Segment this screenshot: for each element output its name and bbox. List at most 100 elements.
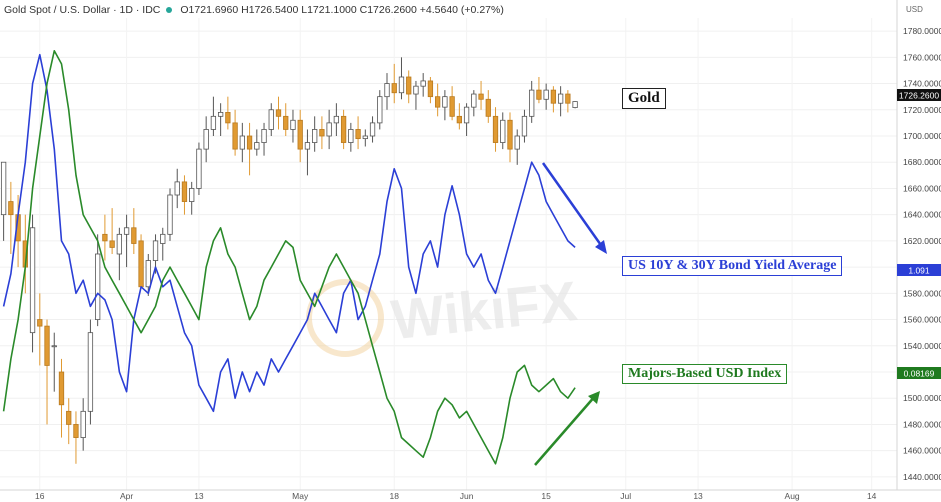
y-tick-label: 1700.0000 xyxy=(903,131,941,141)
yield-series-line xyxy=(2,53,576,413)
candle-body xyxy=(550,89,557,104)
usd-label: Majors-Based USD Index xyxy=(622,364,788,384)
candle-body xyxy=(87,332,94,412)
candle-body xyxy=(174,181,180,196)
candle-body xyxy=(297,119,303,150)
candle-body xyxy=(181,181,188,202)
price-axis-bg xyxy=(897,0,941,502)
candle-body xyxy=(427,80,434,98)
candle-body xyxy=(131,227,137,244)
candle-body xyxy=(58,371,65,406)
candle-body xyxy=(73,424,79,438)
candle-body xyxy=(326,122,332,137)
candle-body xyxy=(275,109,282,117)
x-tick-label: Jun xyxy=(460,491,474,501)
x-tick-label: 16 xyxy=(35,491,45,501)
usd-price-tag-text: 0.08169 xyxy=(904,369,935,379)
candle-body xyxy=(160,233,166,244)
candle-body xyxy=(254,142,260,150)
yield-line xyxy=(2,53,576,413)
usd-series-line xyxy=(2,49,576,465)
candle-body xyxy=(442,96,448,108)
y-tick-label: 1580.0000 xyxy=(903,288,941,298)
x-tick-label: Jul xyxy=(620,491,631,501)
candle-body xyxy=(565,93,571,104)
axis-currency: USD xyxy=(906,5,923,14)
time-axis[interactable]: 16 Apr 13 May 18 Jun 15 Jul 13 Aug 14 xyxy=(0,489,941,501)
x-tick-label: 18 xyxy=(390,491,400,501)
candle-body xyxy=(485,98,491,117)
candle-body xyxy=(225,112,231,124)
candle-body xyxy=(406,76,412,95)
candle-body xyxy=(116,233,123,255)
y-tick-label: 1680.0000 xyxy=(903,157,941,167)
yield-label: US 10Y & 30Y Bond Yield Average xyxy=(622,256,843,276)
candle-body xyxy=(463,106,470,124)
candle-body xyxy=(203,129,209,150)
y-tick-label: 1560.0000 xyxy=(903,315,941,325)
symbol-title: Gold Spot / U.S. Dollar · 1D · IDC xyxy=(4,4,161,16)
chart-header: Gold Spot / U.S. Dollar · 1D · IDC O1721.… xyxy=(4,4,504,16)
candle-body xyxy=(29,227,36,334)
candle-body xyxy=(66,410,72,425)
x-tick-label: Apr xyxy=(120,491,133,501)
candle-body xyxy=(109,240,115,248)
candle-body xyxy=(348,129,354,143)
x-tick-label: 13 xyxy=(693,491,703,501)
usd-line xyxy=(2,49,576,465)
y-tick-label: 1660.0000 xyxy=(903,183,941,193)
candle-body xyxy=(471,93,477,108)
market-status-dot xyxy=(166,6,173,13)
y-tick-label: 1640.0000 xyxy=(903,210,941,220)
candle-body xyxy=(572,101,578,108)
candle-body xyxy=(80,410,86,438)
usd-price-tag xyxy=(897,367,941,379)
yield-trend-arrow xyxy=(541,162,605,249)
candle-body xyxy=(369,122,376,137)
candle-body xyxy=(319,129,325,137)
grid xyxy=(0,18,897,490)
candle-body xyxy=(44,325,50,366)
y-tick-label: 1440.0000 xyxy=(903,472,941,482)
gold-label: Gold xyxy=(622,88,666,109)
candle-body xyxy=(398,76,405,94)
candle-body xyxy=(283,115,289,130)
y-tick-label: 1720.0000 xyxy=(903,105,941,115)
ohlc-readout: O1721.6960 H1726.5400 L1721.1000 C1726.2… xyxy=(180,4,504,16)
candle-body xyxy=(261,129,267,143)
y-tick-label: 1740.0000 xyxy=(903,79,941,89)
candle-body xyxy=(123,227,130,235)
candle-body xyxy=(391,83,397,94)
candle-body xyxy=(239,135,245,150)
candle-body xyxy=(145,260,151,288)
candle-body xyxy=(312,129,318,143)
candle-body xyxy=(304,142,311,150)
y-tick-label: 1500.0000 xyxy=(903,393,941,403)
y-tick-label: 1480.0000 xyxy=(903,419,941,429)
candle-body xyxy=(138,240,144,288)
candle-body xyxy=(217,112,224,117)
gold-candles xyxy=(0,57,578,464)
candle-body xyxy=(246,135,253,150)
candle-body xyxy=(355,129,361,140)
x-tick-label: 14 xyxy=(867,491,877,501)
gold-price-tag xyxy=(897,89,941,101)
candle-body xyxy=(152,240,159,261)
candle-body xyxy=(37,319,43,327)
y-tick-label: 1780.0000 xyxy=(903,26,941,36)
price-axis[interactable]: USD 1440.0000 1460.0000 1480.0000 1500.0000 1… xyxy=(896,0,941,502)
usd-trend-arrow xyxy=(534,394,597,466)
usd-arrow-head xyxy=(588,391,600,404)
y-tick-label: 1540.0000 xyxy=(903,341,941,351)
candle-body xyxy=(167,194,173,235)
candle-body xyxy=(529,89,535,117)
gold-price-tag-text: 1726.2600 xyxy=(899,91,939,101)
yield-arrow-head xyxy=(595,240,607,254)
candle-body xyxy=(232,122,238,150)
candle-body xyxy=(189,188,195,202)
yield-price-tag xyxy=(897,264,941,276)
candle-body xyxy=(435,96,441,108)
candle-body xyxy=(102,233,108,242)
candle-body xyxy=(507,119,513,150)
